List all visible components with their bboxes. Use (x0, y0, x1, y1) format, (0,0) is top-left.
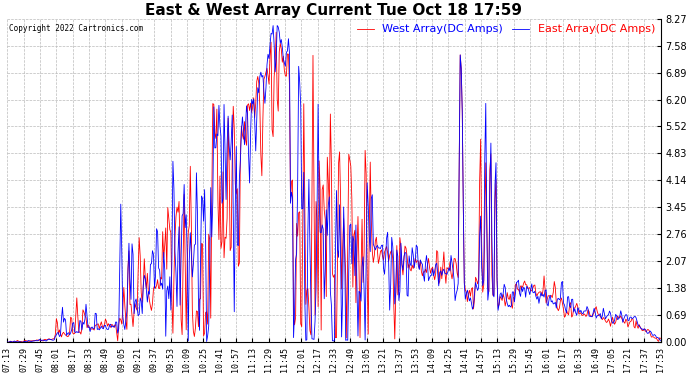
Text: Copyright 2022 Cartronics.com: Copyright 2022 Cartronics.com (8, 24, 143, 33)
East Array(DC Amps) (191, 242, 199, 246)
West Array(DC Amps) (656, 336, 664, 340)
East Array(DC Amps) (17, 340, 26, 345)
West Array(DC Amps) (386, 250, 395, 254)
West Array(DC Amps) (201, 331, 209, 335)
West Array(DC Amps) (64, 334, 72, 338)
Line: West Array(DC Amps): West Array(DC Amps) (8, 32, 660, 342)
Title: East & West Array Current Tue Oct 18 17:59: East & West Array Current Tue Oct 18 17:… (146, 3, 522, 18)
West Array(DC Amps) (3, 340, 12, 345)
West Array(DC Amps) (23, 339, 31, 343)
East Array(DC Amps) (388, 235, 396, 240)
East Array(DC Amps) (483, 227, 491, 232)
West Array(DC Amps) (482, 160, 490, 165)
East Array(DC Amps) (23, 339, 32, 343)
Legend: West Array(DC Amps), East Array(DC Amps): West Array(DC Amps), East Array(DC Amps) (357, 24, 655, 34)
East Array(DC Amps) (273, 23, 282, 28)
East Array(DC Amps) (66, 333, 74, 337)
West Array(DC Amps) (272, 30, 280, 34)
East Array(DC Amps) (201, 240, 210, 245)
West Array(DC Amps) (190, 334, 199, 339)
Line: East Array(DC Amps): East Array(DC Amps) (8, 26, 660, 342)
East Array(DC Amps) (3, 340, 12, 344)
East Array(DC Amps) (656, 338, 664, 343)
